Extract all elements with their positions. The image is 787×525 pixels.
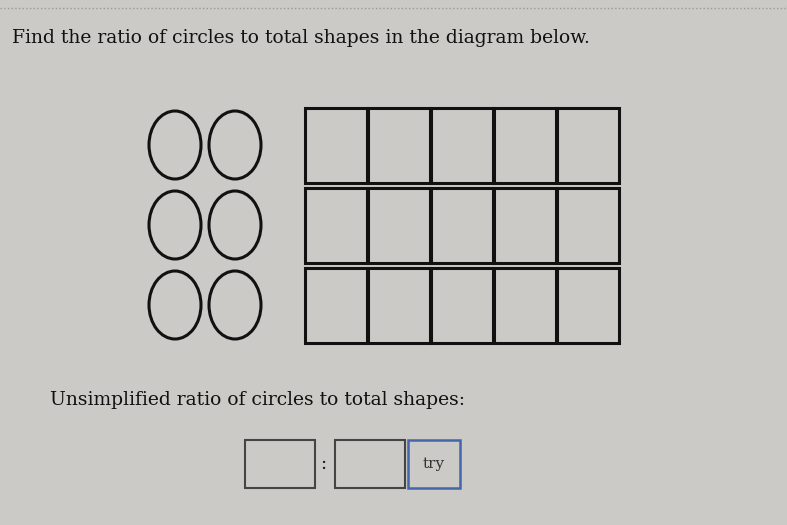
Bar bbox=[305, 268, 367, 342]
Bar bbox=[408, 440, 460, 488]
Ellipse shape bbox=[149, 271, 201, 339]
Bar bbox=[431, 108, 493, 183]
Bar bbox=[368, 268, 430, 342]
Ellipse shape bbox=[209, 191, 261, 259]
Ellipse shape bbox=[209, 271, 261, 339]
Bar bbox=[368, 187, 430, 262]
Bar bbox=[494, 268, 556, 342]
Bar bbox=[557, 268, 619, 342]
Bar bbox=[245, 440, 315, 488]
Bar bbox=[431, 268, 493, 342]
Bar bbox=[305, 108, 367, 183]
Ellipse shape bbox=[149, 111, 201, 179]
Bar bbox=[305, 187, 367, 262]
Bar bbox=[494, 108, 556, 183]
Ellipse shape bbox=[209, 111, 261, 179]
Text: Find the ratio of circles to total shapes in the diagram below.: Find the ratio of circles to total shape… bbox=[12, 29, 590, 47]
Bar bbox=[494, 187, 556, 262]
Bar bbox=[431, 187, 493, 262]
Text: Unsimplified ratio of circles to total shapes:: Unsimplified ratio of circles to total s… bbox=[50, 391, 465, 409]
Bar bbox=[368, 108, 430, 183]
Bar bbox=[557, 187, 619, 262]
Text: :: : bbox=[320, 455, 326, 473]
Bar bbox=[557, 108, 619, 183]
Text: try: try bbox=[423, 457, 445, 471]
Ellipse shape bbox=[149, 191, 201, 259]
Bar bbox=[335, 440, 405, 488]
